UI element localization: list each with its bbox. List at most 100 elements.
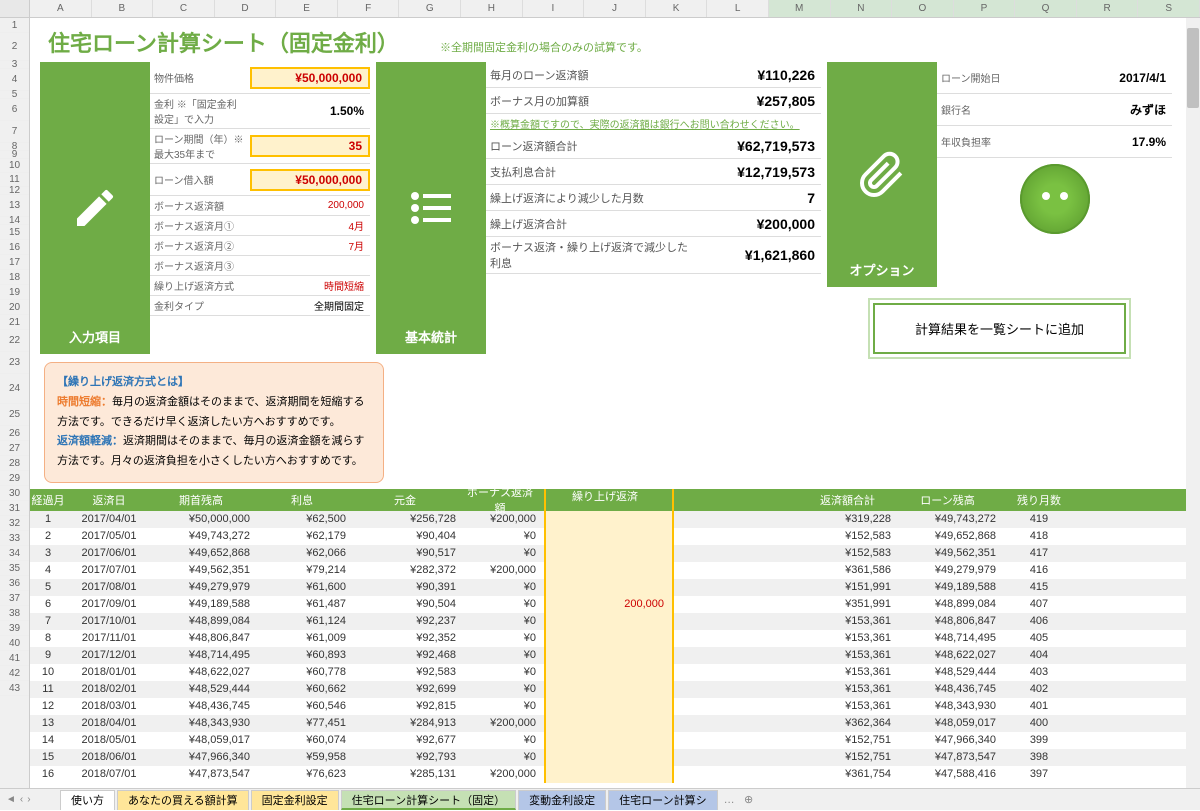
prepay-cell[interactable]	[544, 562, 674, 579]
prepay-cell[interactable]	[544, 681, 674, 698]
row-header-7[interactable]: 7	[0, 121, 29, 143]
col-header-L[interactable]: L	[707, 0, 769, 17]
col-header-N[interactable]: N	[831, 0, 893, 17]
input-value[interactable]: 200,000	[250, 198, 370, 213]
sheet-tab[interactable]: 住宅ローン計算シート（固定）	[341, 790, 516, 810]
prepay-cell[interactable]	[544, 511, 674, 528]
row-header-31[interactable]: 31	[0, 501, 29, 516]
prepay-cell[interactable]	[544, 579, 674, 596]
row-header-37[interactable]: 37	[0, 591, 29, 606]
tab-nav-next-icon[interactable]: ›	[27, 794, 30, 805]
prepay-cell[interactable]: 200,000	[544, 596, 674, 613]
col-header-B[interactable]: B	[92, 0, 154, 17]
row-header-34[interactable]: 34	[0, 546, 29, 561]
prepay-cell[interactable]	[544, 715, 674, 732]
row-header-20[interactable]: 20	[0, 300, 29, 315]
row-header-13[interactable]: 13	[0, 195, 29, 217]
row-header-9[interactable]: 9	[0, 151, 29, 159]
row-header-33[interactable]: 33	[0, 531, 29, 546]
select-all-corner[interactable]	[0, 0, 30, 17]
row-header-19[interactable]: 19	[0, 285, 29, 300]
col-header-G[interactable]: G	[399, 0, 461, 17]
sheet-tab[interactable]: 固定金利設定	[251, 790, 339, 810]
prepay-cell[interactable]	[544, 732, 674, 749]
col-header-K[interactable]: K	[646, 0, 708, 17]
prepay-cell[interactable]	[544, 647, 674, 664]
tabs-more-icon[interactable]: …	[720, 794, 739, 806]
row-header-18[interactable]: 18	[0, 270, 29, 285]
row-header-14[interactable]: 14	[0, 217, 29, 225]
row-header-25[interactable]: 25	[0, 404, 29, 426]
row-header-23[interactable]: 23	[0, 352, 29, 374]
row-header-39[interactable]: 39	[0, 621, 29, 636]
sheet-tab[interactable]: あなたの買える額計算	[117, 790, 249, 810]
col-header-C[interactable]: C	[153, 0, 215, 17]
row-header-38[interactable]: 38	[0, 606, 29, 621]
prepay-cell[interactable]	[544, 766, 674, 783]
sheet-tab[interactable]: 変動金利設定	[518, 790, 606, 810]
row-header-12[interactable]: 12	[0, 187, 29, 195]
row-header-40[interactable]: 40	[0, 636, 29, 651]
tab-nav-prev-icon[interactable]: ‹	[20, 794, 23, 805]
col-header-I[interactable]: I	[523, 0, 585, 17]
input-value[interactable]: 時間短縮	[250, 276, 370, 295]
row-header-3[interactable]: 3	[0, 61, 29, 69]
col-header-M[interactable]: M	[769, 0, 831, 17]
add-to-list-button[interactable]: 計算結果を一覧シートに追加	[873, 303, 1126, 354]
row-header-16[interactable]: 16	[0, 240, 29, 255]
prepay-cell[interactable]	[544, 698, 674, 715]
row-header-2[interactable]: 2	[0, 33, 29, 61]
col-header-O[interactable]: O	[892, 0, 954, 17]
row-header-4[interactable]: 4	[0, 69, 29, 91]
vertical-scrollbar[interactable]	[1186, 18, 1200, 788]
input-value[interactable]: 1.50%	[250, 102, 370, 120]
col-header-S[interactable]: S	[1138, 0, 1200, 17]
input-value[interactable]: 全期間固定	[250, 296, 370, 315]
row-header-17[interactable]: 17	[0, 255, 29, 270]
input-value[interactable]: ¥50,000,000	[250, 169, 370, 191]
input-value[interactable]: 4月	[250, 216, 370, 235]
option-value[interactable]: 17.9%	[1007, 133, 1172, 151]
col-header-P[interactable]: P	[954, 0, 1016, 17]
prepay-cell[interactable]	[544, 749, 674, 766]
row-header-35[interactable]: 35	[0, 561, 29, 576]
input-value[interactable]: 7月	[250, 236, 370, 255]
tab-nav-first-icon[interactable]: ◄	[6, 794, 16, 805]
row-header-27[interactable]: 27	[0, 441, 29, 456]
option-value[interactable]: 2017/4/1	[1007, 69, 1172, 87]
row-header-32[interactable]: 32	[0, 516, 29, 531]
sheet-tab[interactable]: 使い方	[60, 790, 115, 810]
add-sheet-button[interactable]: ⊕	[739, 793, 759, 806]
col-header-H[interactable]: H	[461, 0, 523, 17]
col-header-D[interactable]: D	[215, 0, 277, 17]
prepay-cell[interactable]	[544, 545, 674, 562]
col-header-R[interactable]: R	[1077, 0, 1139, 17]
option-value[interactable]: みずほ	[1007, 99, 1172, 120]
row-header-24[interactable]: 24	[0, 374, 29, 404]
prepay-cell[interactable]	[544, 630, 674, 647]
input-value[interactable]	[250, 264, 370, 268]
row-header-28[interactable]: 28	[0, 456, 29, 471]
row-header-22[interactable]: 22	[0, 330, 29, 352]
prepay-cell[interactable]	[544, 664, 674, 681]
row-header-5[interactable]: 5	[0, 91, 29, 99]
col-header-E[interactable]: E	[276, 0, 338, 17]
row-header-10[interactable]: 10	[0, 159, 29, 173]
input-value[interactable]: 35	[250, 135, 370, 157]
col-header-F[interactable]: F	[338, 0, 400, 17]
row-header-6[interactable]: 6	[0, 99, 29, 121]
prepay-cell[interactable]	[544, 528, 674, 545]
row-header-43[interactable]: 43	[0, 681, 29, 696]
row-header-15[interactable]: 15	[0, 225, 29, 240]
row-header-42[interactable]: 42	[0, 666, 29, 681]
row-header-26[interactable]: 26	[0, 426, 29, 441]
row-header-21[interactable]: 21	[0, 315, 29, 330]
row-header-41[interactable]: 41	[0, 651, 29, 666]
col-header-Q[interactable]: Q	[1015, 0, 1077, 17]
row-header-36[interactable]: 36	[0, 576, 29, 591]
row-header-1[interactable]: 1	[0, 18, 29, 33]
prepay-cell[interactable]	[544, 613, 674, 630]
col-header-A[interactable]: A	[30, 0, 92, 17]
row-header-30[interactable]: 30	[0, 486, 29, 501]
input-value[interactable]: ¥50,000,000	[250, 67, 370, 89]
